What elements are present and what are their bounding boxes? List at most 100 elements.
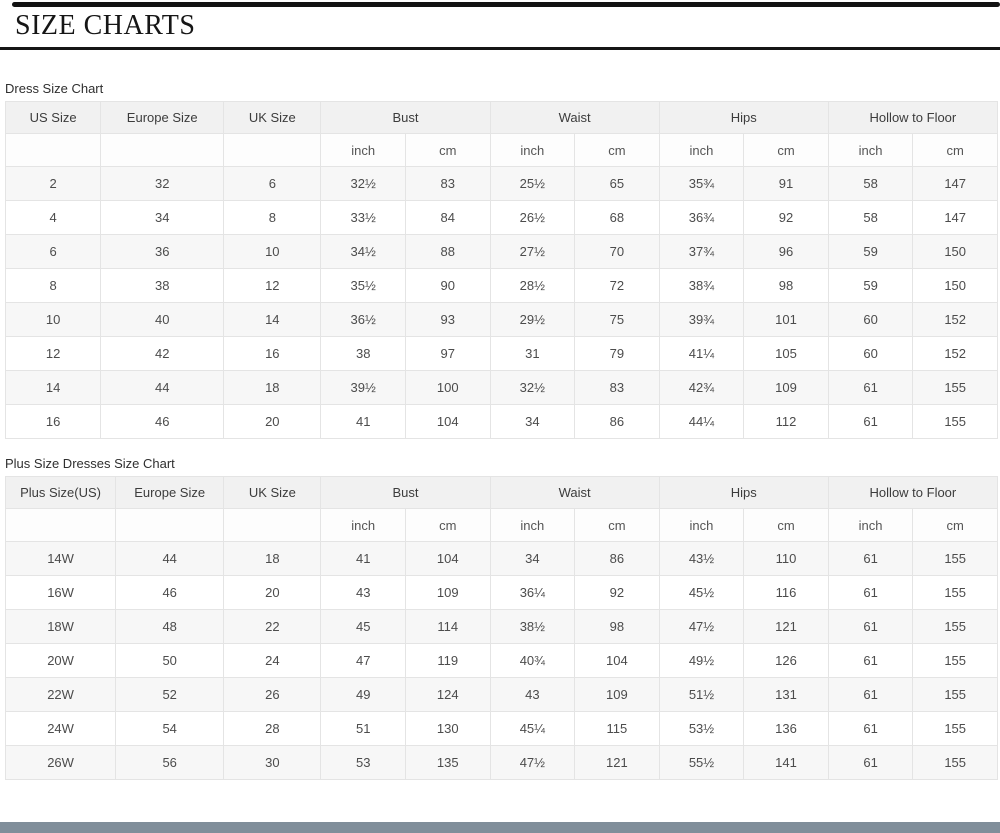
table-cell: 44 [100,370,225,405]
column-header-hips: Hips [658,476,829,509]
table-cell: 150 [912,268,998,303]
table-cell: 47 [320,643,406,678]
table-cell: 46 [100,404,225,439]
table-cell: 6 [223,166,322,201]
table-cell: 75 [574,302,660,337]
unit-header-inch: inch [489,508,576,542]
table-cell: 14 [4,370,102,405]
table-cell: 43½ [658,541,745,576]
table-cell: 12 [223,268,322,303]
table-cell: 34 [489,541,576,576]
column-header-hollow-to-floor: Hollow to Floor [827,101,999,134]
column-header-row: US Size Europe Size UK Size Bust Waist H… [4,101,999,134]
column-header-hollow-to-floor: Hollow to Floor [827,476,999,509]
table-cell: 34½ [320,234,406,269]
table-cell: 8 [4,268,102,303]
table-cell: 109 [574,677,660,712]
table-cell: 36¼ [489,575,576,610]
table-cell: 155 [912,711,998,746]
table-cell: 155 [912,404,998,439]
table-cell: 93 [404,302,491,337]
table-cell: 65 [574,166,660,201]
table-cell: 16W [4,575,117,610]
table-cell: 61 [827,745,914,780]
unit-header-row: inch cm inch cm inch cm inch cm [4,133,998,167]
table-row: 20W 50 24 47 119 40¾ 104 49½ 126 61 155 [4,643,998,678]
table-cell: 32½ [489,370,576,405]
unit-header-cm: cm [405,508,491,542]
empty-header-cell [4,508,117,542]
table-cell: 58 [827,200,914,235]
table-cell: 61 [827,404,914,439]
table-cell: 26W [4,745,117,780]
table-cell: 152 [912,302,998,337]
table-cell: 53½ [658,711,745,746]
table-row: 2 32 6 32½ 83 25½ 65 35¾ 91 58 147 [4,166,998,201]
table-cell: 155 [912,609,998,644]
table-cell: 20 [223,404,322,439]
table-cell: 84 [404,200,491,235]
table-cell: 6 [4,234,102,269]
table-cell: 42 [100,336,225,371]
dress-size-table: US Size Europe Size UK Size Bust Waist H… [4,101,999,439]
table-cell: 47½ [658,609,745,644]
table-cell: 155 [912,677,998,712]
table-cell: 38 [320,336,406,371]
table-cell: 18 [223,370,322,405]
table-cell: 130 [405,711,491,746]
table-cell: 37¾ [658,234,745,269]
unit-header-cm: cm [912,508,998,542]
table-cell: 114 [405,609,491,644]
table-cell: 110 [743,541,829,576]
bottom-footer-bar [0,822,1000,833]
unit-header-inch: inch [489,133,576,167]
column-header-bust: Bust [320,101,491,134]
table-cell: 155 [912,541,998,576]
table-cell: 28½ [489,268,576,303]
table-cell: 35¾ [658,166,745,201]
table-cell: 16 [4,404,102,439]
table-cell: 51½ [658,677,745,712]
unit-header-cm: cm [743,508,829,542]
unit-header-cm: cm [912,133,998,167]
table-cell: 98 [743,268,829,303]
unit-header-row: inch cm inch cm inch cm inch cm [4,508,998,542]
table-cell: 32 [100,166,225,201]
table-row: 22W 52 26 49 124 43 109 51½ 131 61 155 [4,677,998,712]
table-row: 14 44 18 39½ 100 32½ 83 42¾ 109 61 155 [4,370,998,405]
table-cell: 54 [115,711,225,746]
column-header-europe-size: Europe Size [100,101,225,134]
unit-header-inch: inch [320,133,406,167]
table-cell: 34 [100,200,225,235]
table-cell: 109 [405,575,491,610]
table-cell: 52 [115,677,225,712]
table-row: 14W 44 18 41 104 34 86 43½ 110 61 155 [4,541,998,576]
table-cell: 121 [574,745,660,780]
table-cell: 22W [4,677,117,712]
table-cell: 83 [404,166,491,201]
column-header-plus-size-us: Plus Size(US) [4,476,117,509]
table-cell: 68 [574,200,660,235]
empty-header-cell [100,133,225,167]
table-cell: 126 [743,643,829,678]
unit-header-inch: inch [658,133,745,167]
table-cell: 86 [574,404,660,439]
table-cell: 44 [115,541,225,576]
table-cell: 49 [320,677,406,712]
table-cell: 92 [574,575,660,610]
table-cell: 40¾ [489,643,576,678]
table-cell: 97 [404,336,491,371]
table-cell: 41 [320,541,406,576]
table-cell: 91 [743,166,829,201]
table-row: 16 46 20 41 104 34 86 44¼ 112 61 155 [4,404,998,439]
table-row: 6 36 10 34½ 88 27½ 70 37¾ 96 59 150 [4,234,998,269]
dress-size-table-body: 2 32 6 32½ 83 25½ 65 35¾ 91 58 147 4 34 8 33½ 84 26½ 68 36… [4,166,998,439]
unit-header-cm: cm [404,133,491,167]
table-cell: 24W [4,711,117,746]
table-cell: 43 [489,677,576,712]
table-cell: 155 [912,745,998,780]
table-cell: 31 [489,336,576,371]
table-cell: 135 [405,745,491,780]
table-cell: 49½ [658,643,745,678]
column-header-row: Plus Size(US) Europe Size UK Size Bust W… [4,476,999,509]
